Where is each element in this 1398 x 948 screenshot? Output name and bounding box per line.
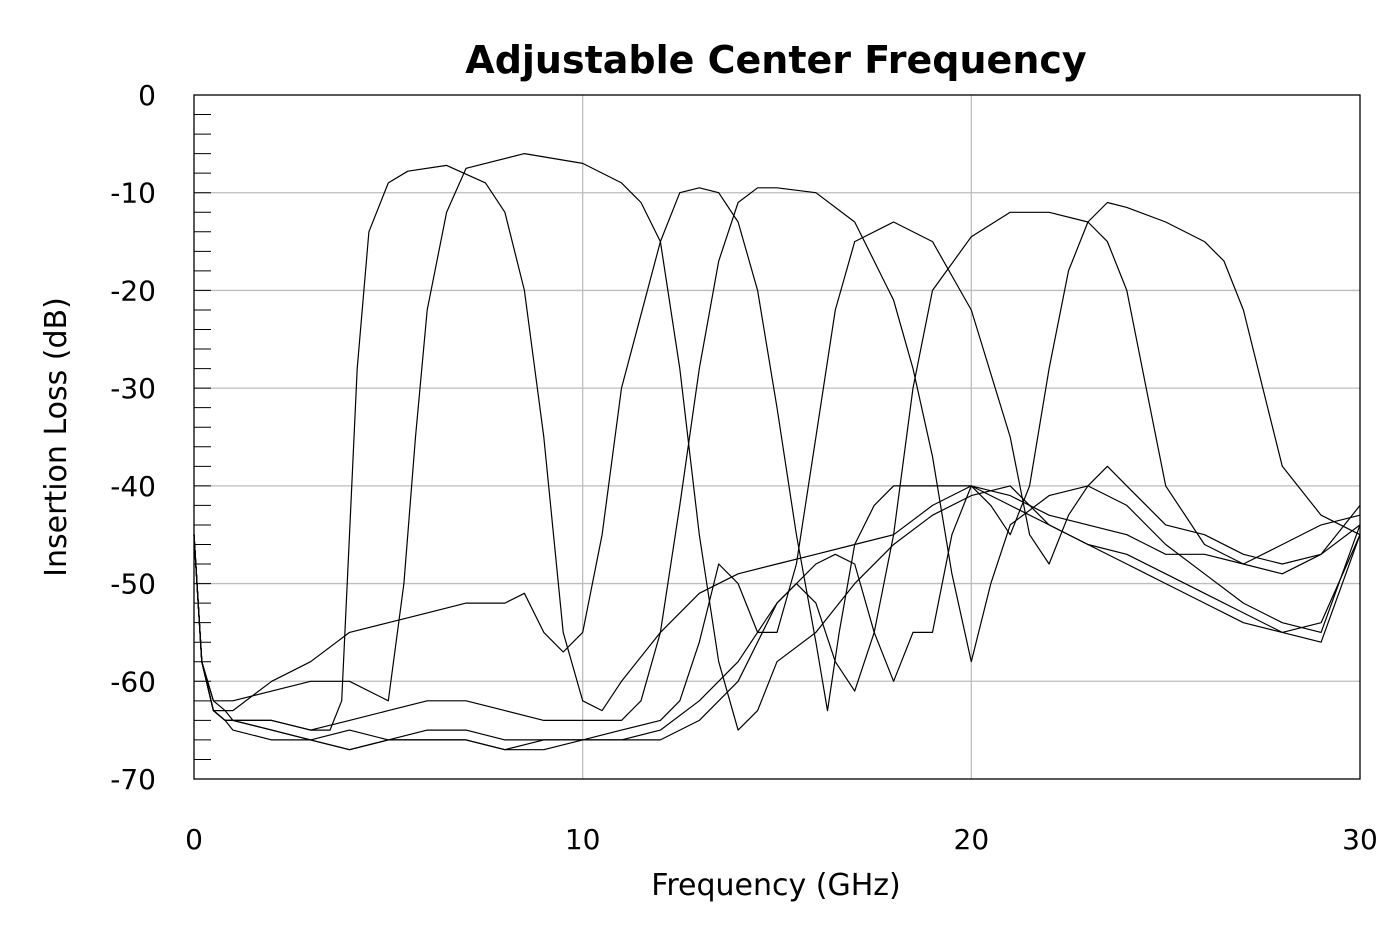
series-group: [193, 153, 1361, 751]
y-tick-labels: 0 -10 -20 -30 -40 -50 -60 -70: [110, 79, 156, 796]
y-tick-label: -20: [110, 274, 156, 307]
series-line-3: [193, 187, 1361, 712]
series-line-6: [193, 211, 1361, 751]
series-line-5: [193, 221, 1361, 741]
minor-ticks: [194, 94, 211, 780]
plot-frame: [193, 94, 1361, 780]
y-tick-label: -60: [110, 665, 156, 698]
grid-lines: [194, 95, 1360, 779]
x-tick-label: 30: [1342, 823, 1378, 856]
y-tick-label: 0: [138, 79, 156, 112]
series-line-4: [193, 187, 1361, 731]
y-tick-label: -30: [110, 372, 156, 405]
x-axis-label: Frequency (GHz): [651, 868, 900, 903]
y-tick-label: -70: [110, 763, 156, 796]
y-tick-label: -40: [110, 470, 156, 503]
x-tick-label: 20: [954, 823, 990, 856]
y-tick-label: -50: [110, 568, 156, 601]
series-line-1: [193, 164, 1361, 731]
x-tick-label: 10: [565, 823, 601, 856]
y-tick-label: -10: [110, 177, 156, 210]
series-line-7: [193, 201, 1361, 751]
x-tick-labels: 0 10 20 30: [185, 823, 1378, 856]
chart-title: Adjustable Center Frequency: [465, 38, 1087, 82]
y-axis-label: Insertion Loss (dB): [39, 297, 74, 577]
x-tick-label: 0: [185, 823, 203, 856]
series-line-2: [193, 153, 1361, 731]
